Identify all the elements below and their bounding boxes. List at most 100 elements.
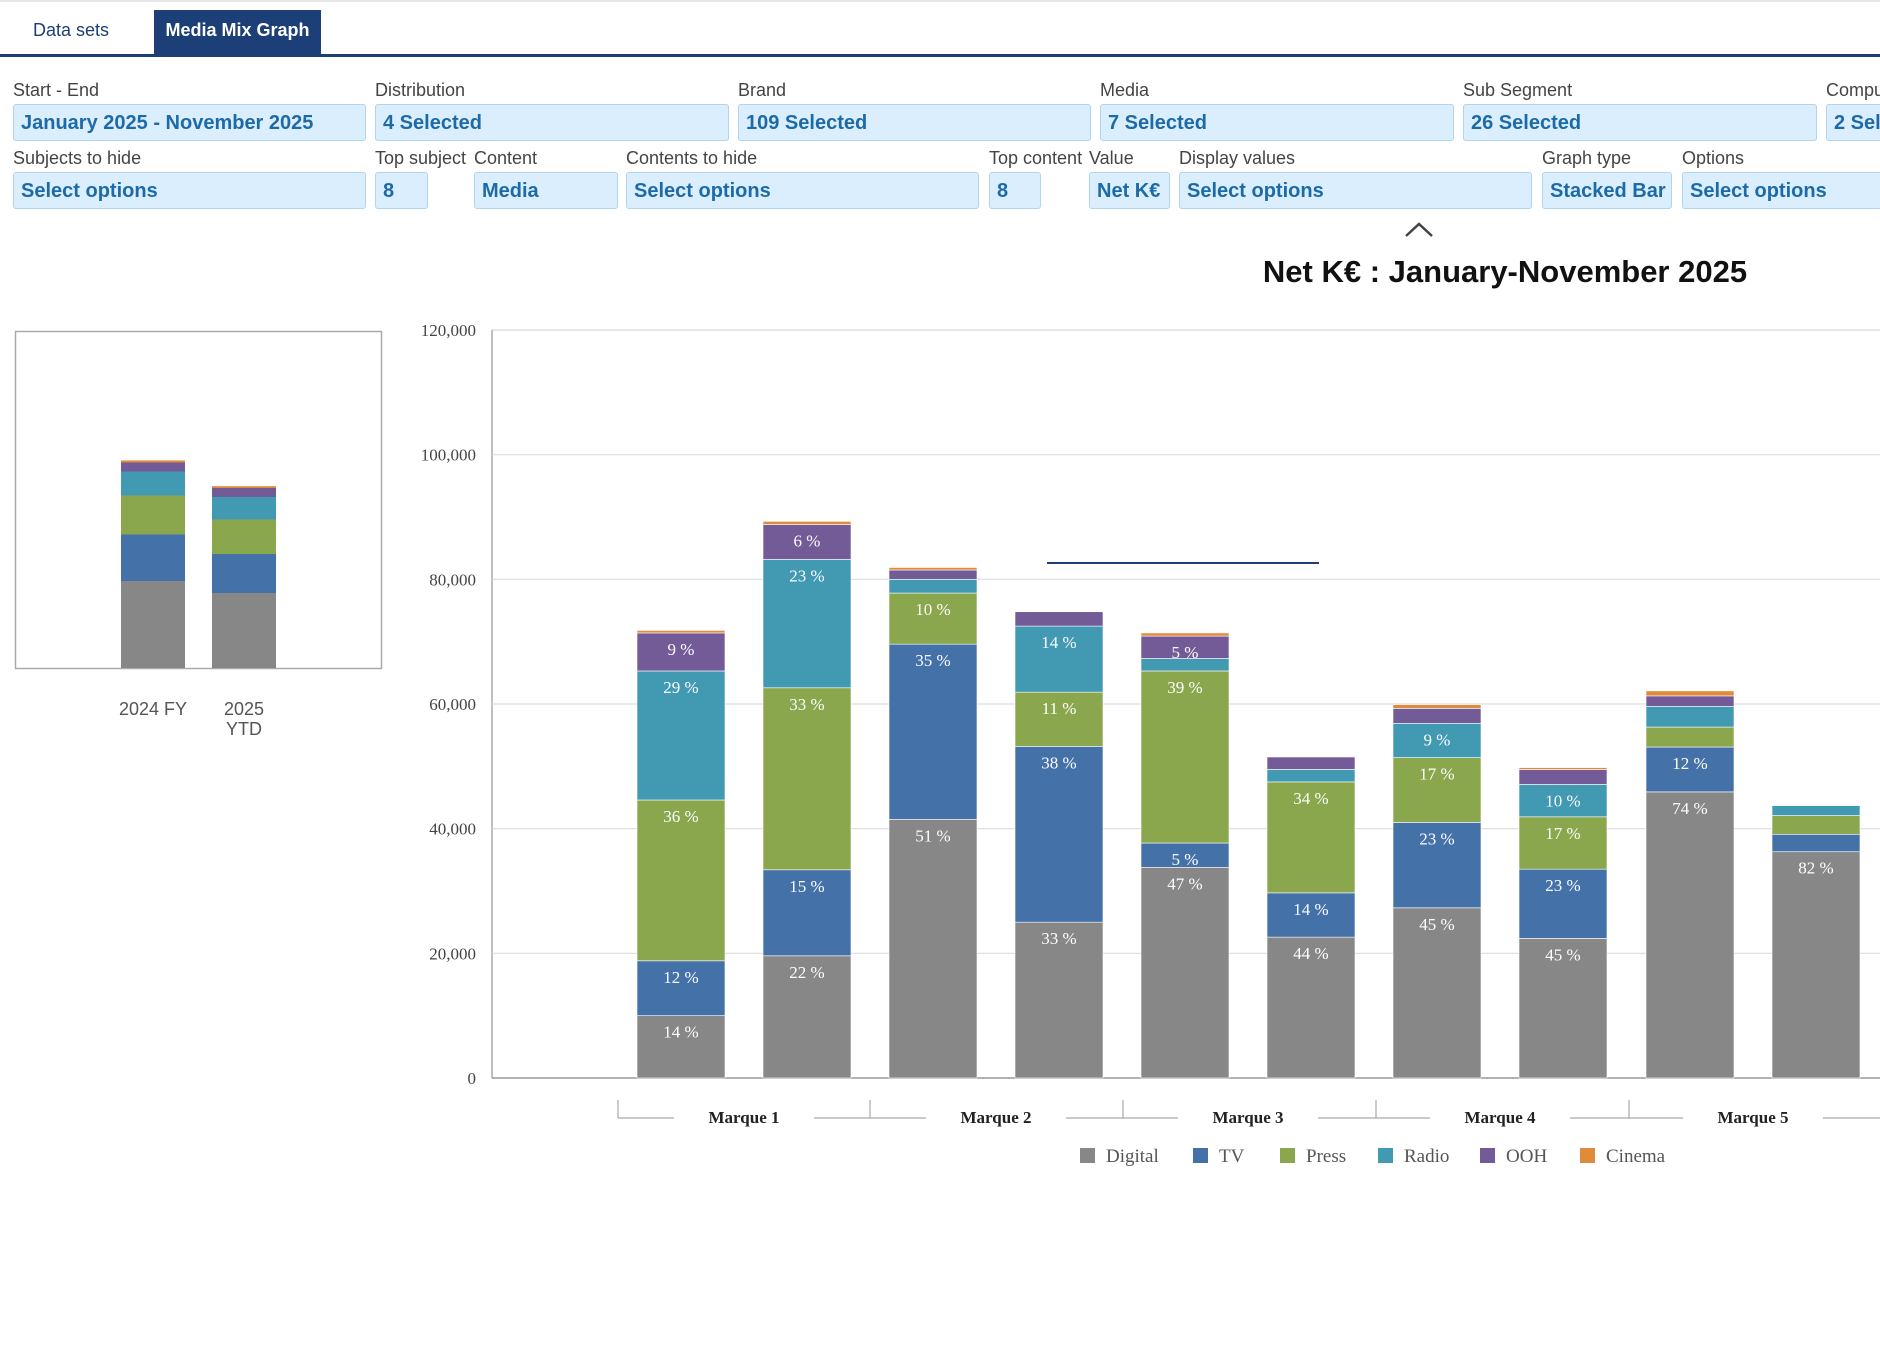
overview-bar-segment-ooh[interactable] [121,462,185,472]
legend-label-ooh[interactable]: OOH [1506,1146,1547,1167]
bar-segment-radio[interactable] [762,559,852,689]
value-select[interactable]: Net K€ [1089,172,1170,209]
bar-segment-tv[interactable] [1392,822,1482,909]
bar-segment-radio[interactable] [1645,706,1735,728]
bar-segment-cinema[interactable] [1645,690,1735,697]
bar-segment-tv[interactable] [1518,868,1608,939]
bar-segment-digital[interactable] [762,955,852,1079]
bar-segment-radio[interactable] [1771,805,1861,816]
bar-segment-radio[interactable] [1014,625,1104,693]
tab-bar: Data sets Media Mix Graph [0,10,1880,56]
bar-segment-radio[interactable] [1266,769,1356,783]
bar-segment-press[interactable] [888,592,978,645]
graph-type-select[interactable]: Stacked Bar [1542,172,1672,209]
bar-segment-radio[interactable] [1518,784,1608,818]
bar-segment-tv[interactable] [1645,746,1735,793]
bar-segment-digital[interactable] [1014,921,1104,1079]
top-subject-input[interactable]: 8 [375,172,428,209]
bar-segment-press[interactable] [1140,670,1230,844]
legend-label-radio[interactable]: Radio [1404,1146,1449,1167]
bar-segment-press[interactable] [636,799,726,962]
tab-data-sets[interactable]: Data sets [32,20,110,40]
bar-segment-ooh[interactable] [888,569,978,580]
bar-segment-cinema[interactable] [636,630,726,634]
bar-segment-ooh[interactable] [1392,708,1482,724]
bar-segment-tv[interactable] [888,643,978,820]
bar-segment-cinema[interactable] [762,521,852,525]
content-select[interactable]: Media [474,172,618,209]
data-label: 6 % [794,531,821,550]
display-values-select[interactable]: Select options [1179,172,1532,209]
subjects-to-hide-select[interactable]: Select options [13,172,366,209]
tab-media-mix-graph[interactable]: Media Mix Graph [154,10,321,54]
sub-segment-select[interactable]: 26 Selected [1463,104,1817,141]
overview-bar-segment-tv[interactable] [121,534,185,582]
bar-segment-tv[interactable] [636,960,726,1016]
overview-x-label: YTD [226,719,262,739]
bar-segment-ooh[interactable] [1266,756,1356,770]
distribution-select[interactable]: 4 Selected [375,104,729,141]
bar-segment-press[interactable] [1645,726,1735,748]
bar-segment-cinema[interactable] [1392,704,1482,709]
legend-label-cinema[interactable]: Cinema [1606,1146,1666,1167]
contents-to-hide-select[interactable]: Select options [626,172,979,209]
bar-segment-cinema[interactable] [1140,632,1230,637]
chevron-up-icon[interactable] [1402,218,1436,240]
overview-bar-segment-press[interactable] [212,519,276,555]
bar-segment-tv[interactable] [1771,833,1861,853]
bar-segment-tv[interactable] [1266,892,1356,938]
legend-label-digital[interactable]: Digital [1106,1146,1159,1167]
data-label: 9 % [668,640,695,659]
legend-label-press[interactable]: Press [1306,1146,1346,1167]
overview-bar-segment-digital[interactable] [212,593,276,668]
bar-segment-press[interactable] [1266,781,1356,894]
bar-segment-digital[interactable] [1266,936,1356,1079]
overview-bar-segment-cinema[interactable] [121,460,185,463]
start-end-select[interactable]: January 2025 - November 2025 [13,104,366,141]
brand-select[interactable]: 109 Selected [738,104,1091,141]
value-label: Value [1089,148,1134,168]
bar-segment-digital[interactable] [636,1015,726,1079]
data-label: 51 % [915,826,950,845]
top-content-label: Top content [989,148,1083,168]
legend-swatch-press [1280,1148,1295,1163]
bar-segment-press[interactable] [762,687,852,871]
bar-segment-ooh[interactable] [762,524,852,560]
bar-segment-digital[interactable] [1771,851,1861,1079]
bar-segment-ooh[interactable] [636,632,726,672]
bar-segment-press[interactable] [1014,691,1104,747]
overview-bar-segment-press[interactable] [121,495,185,535]
bar-segment-cinema[interactable] [888,567,978,571]
options-select[interactable]: Select options [1682,172,1880,209]
overview-bar-segment-tv[interactable] [212,554,276,593]
bar-segment-radio[interactable] [1392,723,1482,758]
bar-segment-digital[interactable] [1518,938,1608,1079]
bar-segment-press[interactable] [1518,816,1608,870]
bar-segment-tv[interactable] [1014,746,1104,923]
bar-segment-digital[interactable] [1140,867,1230,1079]
bar-segment-radio[interactable] [636,670,726,801]
data-label: 5 % [1172,643,1199,662]
bar-segment-radio[interactable] [888,579,978,594]
compu-select[interactable]: 2 Sel [1826,104,1880,141]
brand-label: Brand [738,80,787,100]
overview-bar-segment-radio[interactable] [212,497,276,520]
bar-segment-press[interactable] [1392,757,1482,823]
bar-segment-ooh[interactable] [1645,695,1735,707]
overview-bar-segment-cinema[interactable] [212,486,276,488]
overview-x-label: 2024 FY [119,699,187,719]
overview-bar-segment-ooh[interactable] [212,488,276,497]
top-content-input[interactable]: 8 [989,172,1041,209]
data-label: 15 % [789,877,824,896]
bar-segment-press[interactable] [1771,815,1861,835]
bar-segment-ooh[interactable] [1518,769,1608,785]
bar-segment-cinema[interactable] [1518,767,1608,770]
legend-label-tv[interactable]: TV [1219,1146,1245,1167]
overview-bar-segment-digital[interactable] [121,581,185,668]
bar-segment-ooh[interactable] [1014,611,1104,627]
bar-segment-digital[interactable] [1392,907,1482,1079]
bar-segment-digital[interactable] [1645,791,1735,1079]
overview-bar-segment-radio[interactable] [121,471,185,496]
media-select[interactable]: 7 Selected [1100,104,1454,141]
bar-segment-digital[interactable] [888,819,978,1079]
